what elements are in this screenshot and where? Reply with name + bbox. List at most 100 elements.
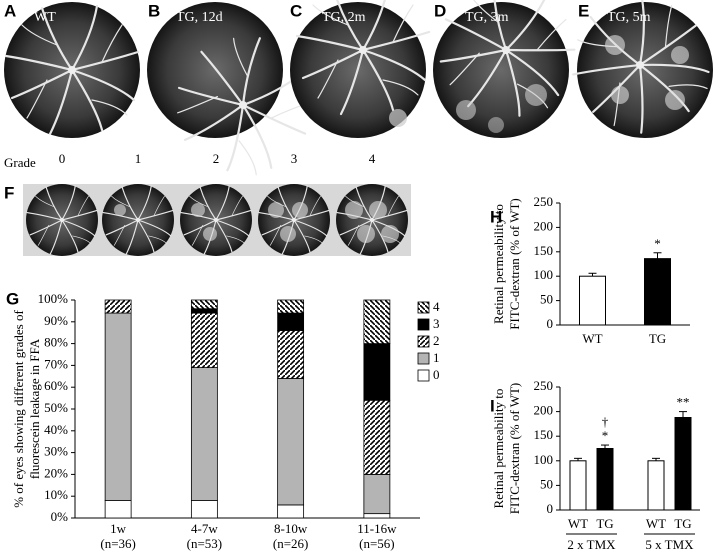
- x-tick-note: (n=56): [359, 536, 395, 551]
- x-tick-label: 4-7w: [191, 521, 218, 536]
- y-axis-label: % of eyes showing different grades of: [11, 310, 26, 508]
- grade-label: 4: [369, 151, 376, 166]
- bar-segment: [190, 308, 218, 314]
- y-tick-label: 0: [547, 316, 554, 331]
- y-tick-label: 80%: [44, 335, 68, 350]
- grade-label: 3: [291, 151, 298, 166]
- leak-spot: [292, 202, 308, 218]
- y-tick-label: 50: [540, 292, 553, 307]
- y-axis-label: fluorescein leakage in FFA: [27, 338, 42, 479]
- leak-spot: [268, 202, 284, 218]
- y-tick-label: 100%: [38, 291, 69, 306]
- y-tick-label: 10%: [44, 487, 68, 502]
- panel-letter: A: [4, 1, 16, 20]
- grade-label: 2: [213, 151, 220, 166]
- leak-spot: [345, 201, 363, 219]
- y-tick-label: 40%: [44, 422, 68, 437]
- legend-swatch: [417, 335, 430, 348]
- leak-spot: [357, 225, 375, 243]
- panel-letter: G: [6, 289, 19, 308]
- x-tick-label: 8-10w: [274, 521, 308, 536]
- y-tick-label: 20%: [44, 465, 68, 480]
- significance-mark: *: [654, 236, 661, 251]
- grade-fundus: [336, 184, 408, 256]
- grade-images: [23, 184, 411, 256]
- image-caption: TG, 2m: [322, 10, 366, 25]
- bar-segment: [277, 299, 305, 314]
- y-tick-label: 70%: [44, 356, 68, 371]
- grade-title: Grade: [4, 155, 36, 170]
- y-tick-label: 0: [547, 501, 554, 516]
- y-tick-label: 200: [534, 218, 554, 233]
- leak-spot: [369, 201, 387, 219]
- panel-letter: E: [578, 1, 589, 20]
- legend-swatch: [417, 369, 430, 382]
- bar-segment: [363, 343, 391, 401]
- bar: [569, 460, 587, 511]
- significance-mark: **: [677, 395, 690, 410]
- x-tick-note: (n=36): [100, 536, 136, 551]
- fundus-c: [290, 0, 431, 138]
- panel-letter: H: [490, 207, 502, 226]
- bar-segment: [190, 500, 218, 519]
- group-label: 5 x TMX: [645, 537, 694, 552]
- grade-fundus: [26, 184, 98, 256]
- bar-segment: [104, 312, 132, 501]
- legend-label: 0: [433, 367, 440, 382]
- x-tick-label: TG: [596, 516, 613, 531]
- y-axis-label: Retinal permeability to: [491, 204, 506, 324]
- image-caption: TG, 5m: [607, 10, 651, 25]
- x-tick-label: 1w: [110, 521, 127, 536]
- y-axis-label: FITC-dextran (% of WT): [507, 198, 522, 330]
- y-tick-label: 100: [534, 452, 554, 467]
- y-tick-label: 50: [540, 476, 553, 491]
- panel-letter: C: [290, 1, 302, 20]
- panel-letter: F: [4, 183, 14, 202]
- y-tick-label: 250: [534, 194, 554, 209]
- bar-segment: [277, 330, 305, 379]
- x-tick-label: WT: [568, 516, 588, 531]
- bar-segment: [190, 312, 218, 368]
- bar-segment: [277, 312, 305, 331]
- leak-spot: [114, 204, 126, 216]
- y-tick-label: 200: [534, 403, 554, 418]
- y-tick-label: 60%: [44, 378, 68, 393]
- panel-letter: D: [434, 1, 446, 20]
- x-tick-label: 11-16w: [357, 521, 397, 536]
- grade-label: 0: [59, 151, 66, 166]
- y-tick-label: 150: [534, 243, 554, 258]
- legend-label: 4: [433, 299, 440, 314]
- bar: [596, 448, 614, 511]
- y-tick-label: 90%: [44, 313, 68, 328]
- leak-spot: [203, 227, 217, 241]
- group-label: 2 x TMX: [567, 537, 616, 552]
- bar-segment: [104, 299, 132, 314]
- x-tick-label: WT: [646, 516, 666, 531]
- legend-swatch: [417, 301, 430, 314]
- y-tick-label: 100: [534, 267, 554, 282]
- fundus-b: [147, 2, 336, 198]
- panel-letter: B: [148, 1, 160, 20]
- bar-segment: [190, 367, 218, 501]
- bar-segment: [277, 378, 305, 506]
- legend-swatch: [417, 318, 430, 331]
- bar: [647, 460, 665, 511]
- grade-fundus: [180, 184, 252, 256]
- bar-segment: [363, 513, 391, 519]
- image-caption: TG, 12d: [176, 10, 223, 25]
- legend-label: 3: [433, 316, 440, 331]
- x-tick-note: (n=53): [187, 536, 223, 551]
- x-tick-label: TG: [674, 516, 691, 531]
- grade-fundus: [102, 184, 174, 256]
- bar-segment: [277, 504, 305, 519]
- bar: [644, 258, 671, 326]
- y-tick-label: 50%: [44, 400, 68, 415]
- panel-letter: I: [490, 396, 495, 415]
- grade-label: 1: [135, 151, 142, 166]
- grade-fundus: [258, 184, 330, 256]
- leak-spot: [381, 225, 399, 243]
- y-tick-label: 150: [534, 427, 554, 442]
- image-caption: TG, 3m: [465, 10, 509, 25]
- bar-segment: [104, 500, 132, 519]
- fundus-d: [424, 0, 588, 138]
